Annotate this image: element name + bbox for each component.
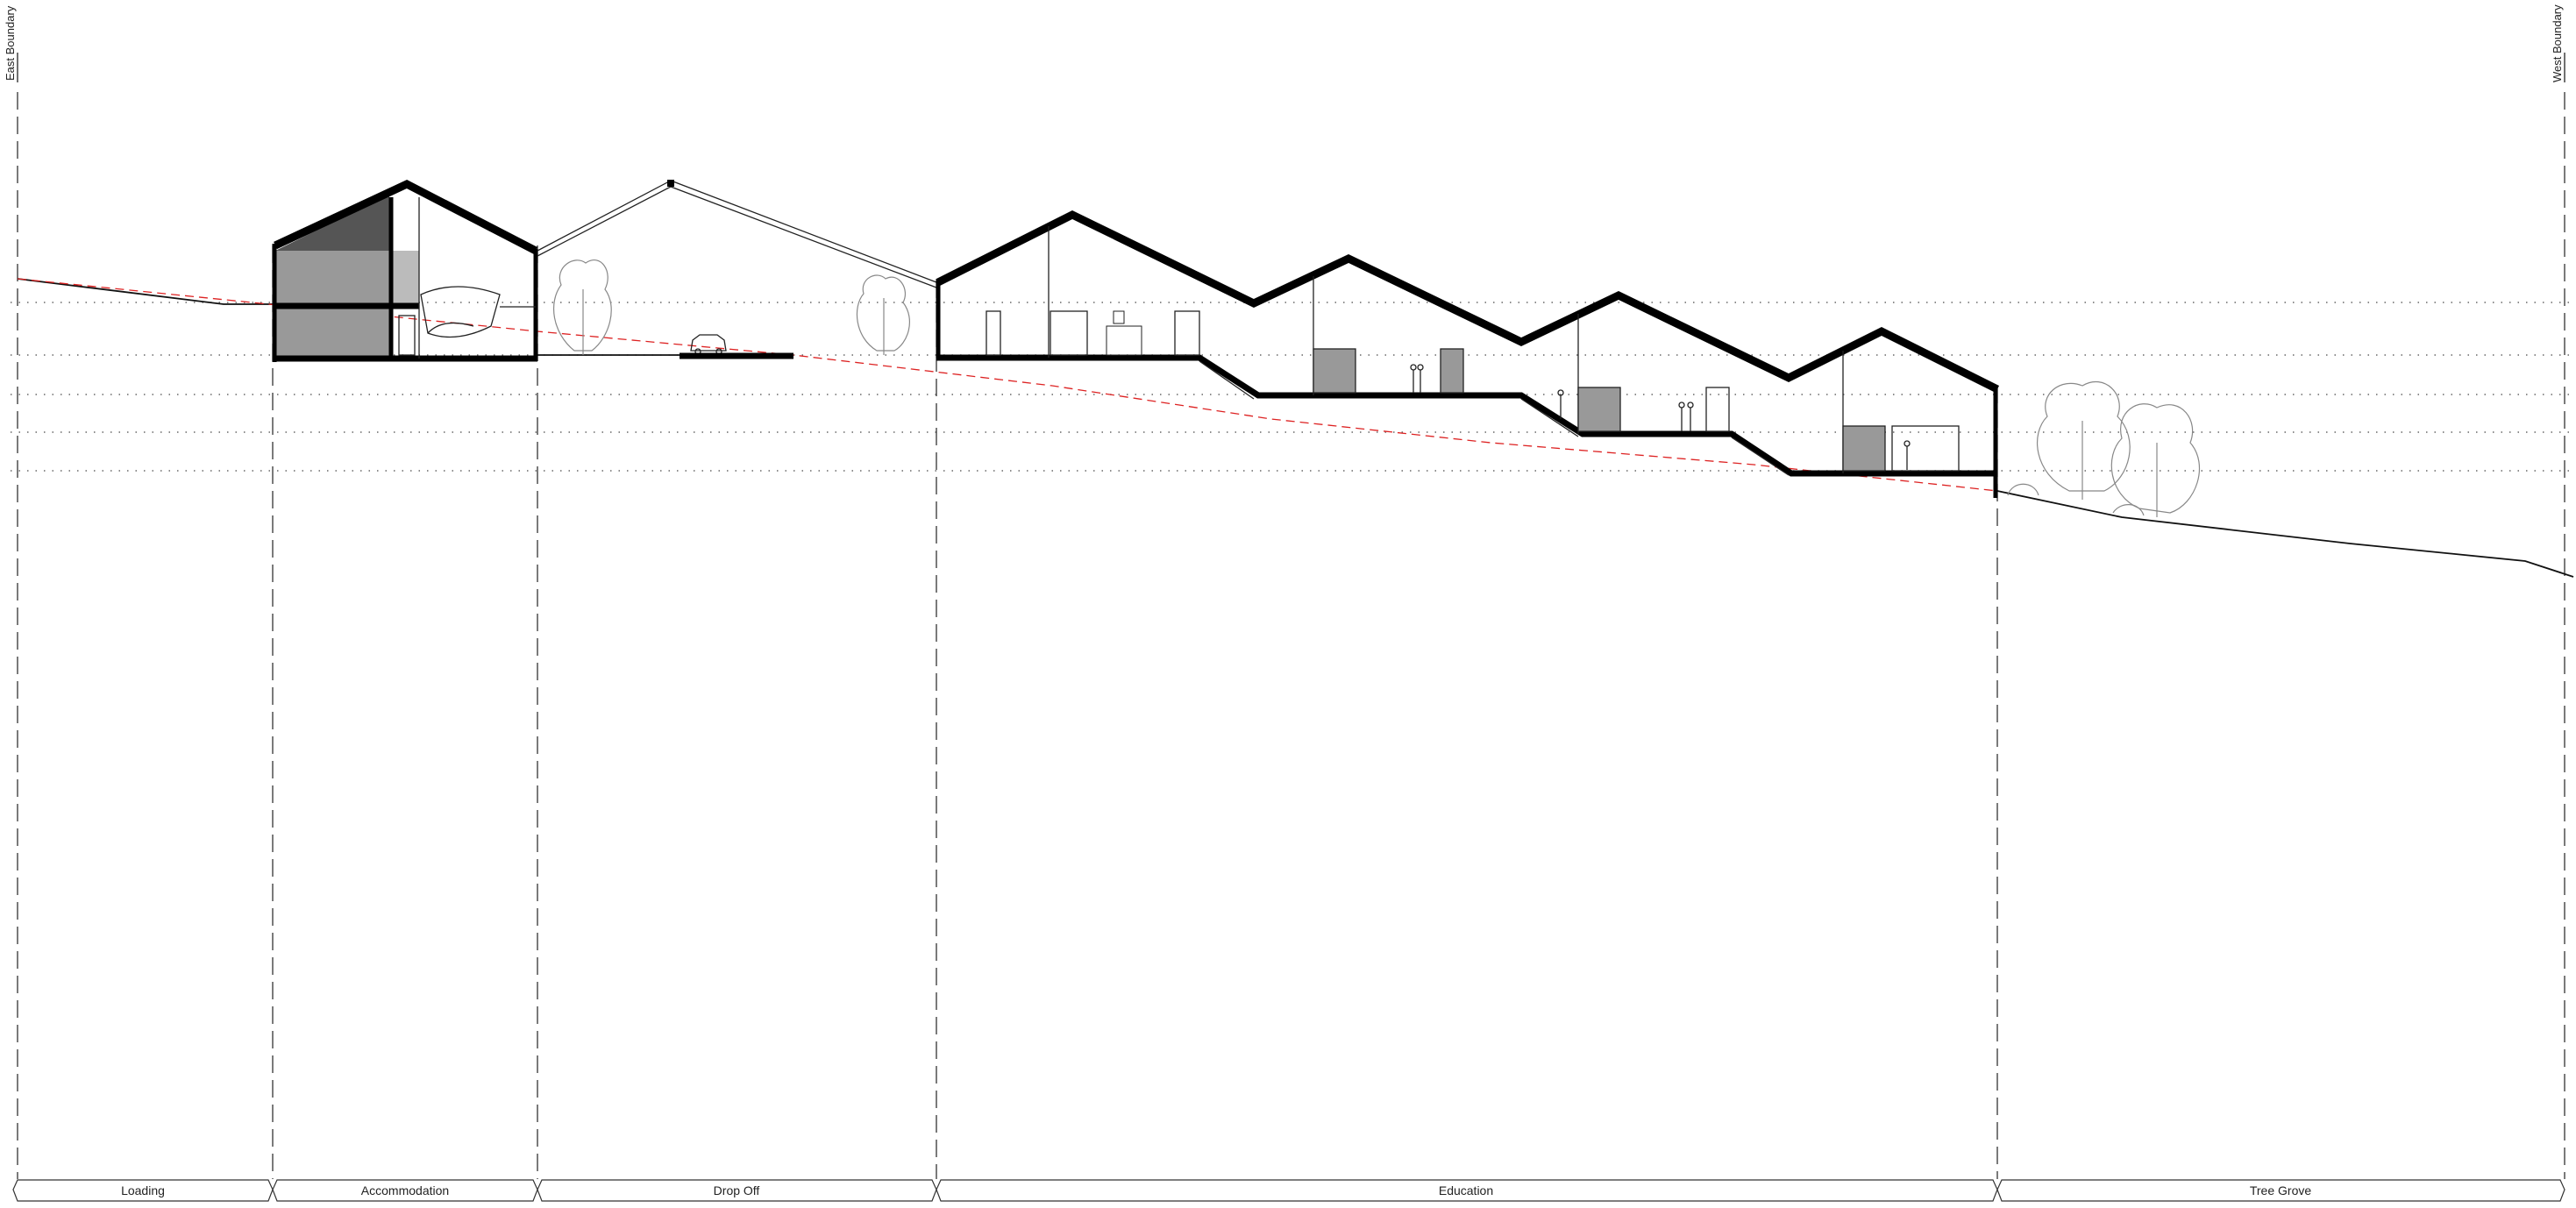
- zone-loading: Loading: [12, 1179, 274, 1202]
- east-boundary-label: East Boundary: [4, 5, 17, 81]
- zone-drop-off: Drop Off: [537, 1179, 937, 1202]
- car-icon: [690, 334, 727, 355]
- person-icon: [1904, 440, 1911, 470]
- zone-label: Education: [1439, 1183, 1493, 1197]
- shrub-icon: [2007, 483, 2145, 516]
- tree-icon: [2110, 403, 2200, 517]
- zone-label: Accommodation: [361, 1183, 449, 1197]
- person-icon: [1557, 389, 1564, 419]
- west-boundary-label: West Boundary: [2551, 4, 2564, 82]
- education-building: [936, 210, 2000, 498]
- level-lines: [11, 302, 2573, 472]
- tree-icon: [553, 259, 612, 355]
- person-icon: [1410, 364, 1424, 393]
- zone-accommodation: Accommodation: [272, 1179, 538, 1202]
- drop-off-canopy: [537, 180, 937, 359]
- zone-label: Loading: [121, 1183, 165, 1197]
- accommodation-lower-floor-fill: [275, 309, 389, 357]
- tree-icon: [2036, 380, 2131, 500]
- accommodation-building: [272, 179, 538, 362]
- ground-line: [17, 278, 2574, 578]
- person-icon: [1678, 401, 1694, 431]
- accommodation-upper-floor-fill: [275, 251, 389, 303]
- setback-line: [17, 278, 1998, 492]
- zone-dividers: [17, 92, 2565, 1179]
- east-boundary-marker: East Boundary: [4, 5, 18, 82]
- zone-tree-grove: Tree Grove: [1996, 1179, 2565, 1202]
- zone-label: Tree Grove: [2250, 1183, 2311, 1197]
- west-boundary-marker: West Boundary: [2551, 4, 2565, 82]
- tree-icon: [856, 274, 911, 355]
- zone-label: Drop Off: [714, 1183, 760, 1197]
- zone-education: Education: [936, 1179, 1998, 1202]
- zone-bar: Loading Accommodation Drop Off Education…: [12, 1179, 2565, 1202]
